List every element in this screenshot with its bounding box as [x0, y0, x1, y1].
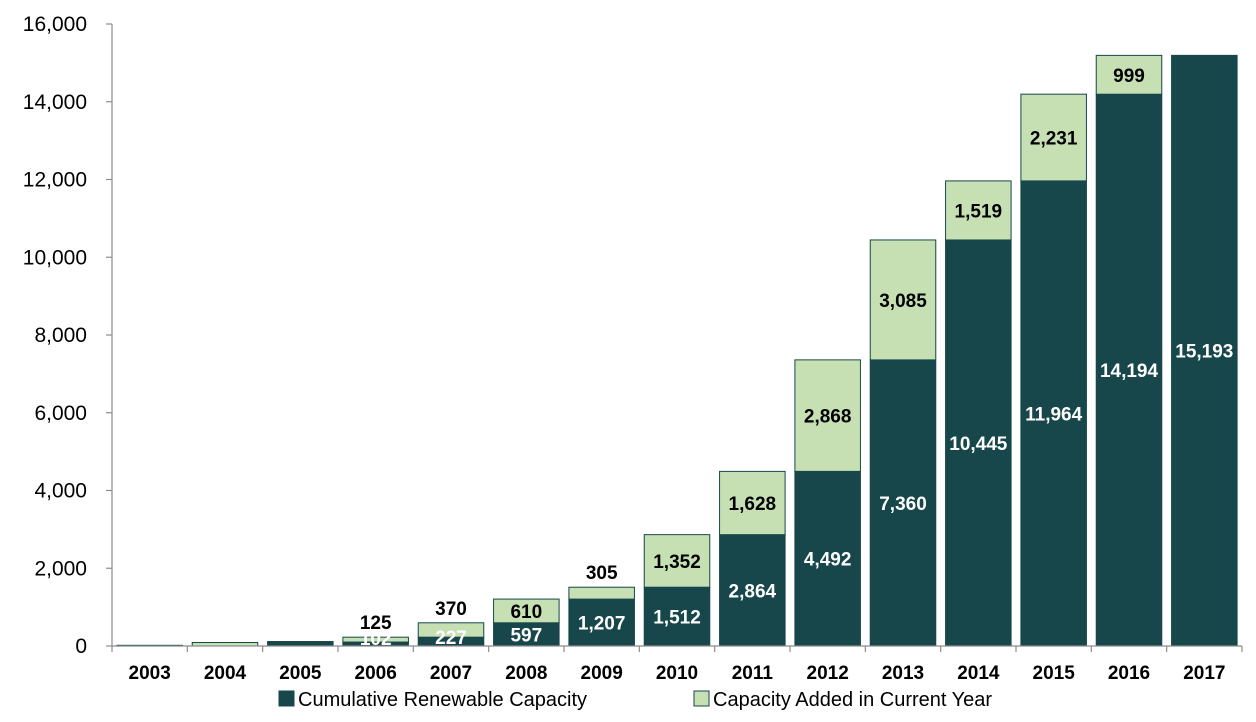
data-label-added: 305 [586, 563, 618, 584]
x-tick-label: 2010 [656, 663, 698, 684]
data-label-added: 999 [1113, 66, 1145, 87]
data-label-added: 3,085 [879, 291, 927, 312]
y-tick-label: 4,000 [34, 480, 87, 503]
bar-cumulative [945, 239, 1012, 647]
y-tick-label: 10,000 [23, 246, 87, 269]
y-axis: 0 2,000 4,000 6,000 8,000 10,000 12,000 14,000 1… [23, 13, 113, 658]
data-label-cumulative: 1,512 [653, 608, 701, 629]
data-label-cumulative: 15,193 [1175, 342, 1233, 363]
bar-cumulative [1095, 93, 1163, 647]
bar-added [342, 636, 409, 643]
bar-added [945, 180, 1012, 241]
data-label-cumulative: 11,964 [1025, 404, 1082, 425]
data-label-cumulative: 10,445 [949, 434, 1008, 455]
data-label-added: 1,628 [729, 494, 777, 515]
x-tick-label: 2015 [1033, 663, 1076, 684]
x-tick-label: 2016 [1108, 663, 1150, 684]
bar-stub [267, 641, 334, 647]
data-label-cumulative: 2,864 [729, 581, 777, 602]
data-label-cumulative: 102 [360, 629, 392, 650]
bar-cumulative [568, 598, 635, 647]
data-label-cumulative: 14,194 [1100, 361, 1159, 382]
bar-added [869, 239, 937, 361]
bar-added [1020, 93, 1087, 182]
data-label-added: 610 [510, 602, 542, 623]
y-tick-label: 8,000 [34, 324, 87, 347]
x-tick-label: 2014 [957, 663, 1000, 684]
x-axis: 2003 2004 2005 2006 2007 2008 2009 2010 2011 2012… [111, 645, 1243, 684]
data-label-added: 2,868 [804, 407, 852, 428]
data-label-added: 2,231 [1030, 129, 1078, 150]
y-tick-label: 14,000 [23, 91, 87, 114]
legend: Cumulative Renewable Capacity Capacity A… [278, 689, 992, 711]
x-tick-label: 2004 [204, 663, 247, 684]
x-tick-label: 2011 [732, 663, 774, 684]
bar-cumulative [1171, 54, 1238, 647]
data-label-cumulative: 4,492 [804, 550, 852, 571]
bar-cumulative [1020, 180, 1087, 647]
bar-added [1095, 54, 1163, 95]
legend-swatch-added [693, 690, 710, 707]
bar-added [719, 470, 786, 536]
y-tick-label: 12,000 [23, 169, 87, 192]
data-label-cumulative: 227 [435, 628, 467, 649]
bar-added [794, 359, 861, 472]
x-tick-label: 2007 [430, 663, 472, 684]
data-label-added: 1,352 [653, 552, 701, 573]
y-tick-label: 2,000 [34, 557, 87, 580]
data-label-added: 1,519 [955, 201, 1003, 222]
bar-added [568, 586, 635, 600]
x-tick-label: 2012 [807, 663, 849, 684]
data-label-cumulative: 1,207 [578, 614, 626, 635]
x-tick-label: 2008 [505, 663, 547, 684]
x-tick-label: 2017 [1183, 663, 1225, 684]
data-label-cumulative: 597 [510, 625, 542, 646]
x-tick-label: 2009 [581, 663, 623, 684]
x-tick-label: 2003 [129, 663, 171, 684]
bar-added [643, 534, 711, 588]
data-label-added: 370 [435, 599, 467, 620]
bar-added [493, 598, 560, 624]
legend-label-cumulative: Cumulative Renewable Capacity [298, 689, 587, 711]
y-tick-label: 0 [75, 635, 87, 658]
bar-added [417, 622, 485, 638]
data-label-added: 125 [360, 613, 392, 634]
x-tick-label: 2005 [279, 663, 322, 684]
legend-swatch-cumulative [278, 690, 295, 707]
bar-cumulative [869, 359, 937, 647]
x-tick-label: 2013 [882, 663, 924, 684]
bar-cumulative [719, 534, 786, 647]
data-label-cumulative: 7,360 [879, 494, 927, 515]
x-tick-label: 2006 [355, 663, 397, 684]
y-tick-label: 6,000 [34, 402, 87, 425]
y-tick-label: 16,000 [23, 13, 87, 36]
legend-label-added: Capacity Added in Current Year [713, 689, 992, 711]
